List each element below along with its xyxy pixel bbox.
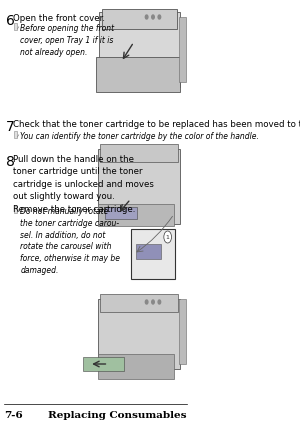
Bar xyxy=(105,207,137,219)
Bar xyxy=(179,18,185,83)
Circle shape xyxy=(152,16,154,20)
Text: You can identify the toner cartridge by the color of the handle.: You can identify the toner cartridge by … xyxy=(20,132,259,141)
Bar xyxy=(102,10,177,30)
Bar xyxy=(99,13,180,88)
Text: Do not manually rotate
the toner cartridge carou-
sel. In addition, do not
rotat: Do not manually rotate the toner cartrid… xyxy=(20,207,120,274)
Text: Check that the toner cartridge to be replaced has been moved to the front.: Check that the toner cartridge to be rep… xyxy=(13,120,300,129)
Bar xyxy=(98,150,180,225)
Bar xyxy=(14,132,17,138)
Circle shape xyxy=(158,16,161,20)
Text: 7: 7 xyxy=(6,120,14,134)
Bar xyxy=(100,145,178,163)
Text: Pull down the handle on the
toner cartridge until the toner
cartridge is unlocke: Pull down the handle on the toner cartri… xyxy=(13,155,154,213)
Bar xyxy=(96,58,180,93)
Circle shape xyxy=(145,300,148,304)
Circle shape xyxy=(145,16,148,20)
Bar xyxy=(179,299,185,364)
Bar xyxy=(100,294,178,312)
Text: 6: 6 xyxy=(6,14,15,28)
Bar xyxy=(98,204,174,227)
Bar xyxy=(83,357,124,371)
Circle shape xyxy=(158,300,161,304)
Text: 7-6: 7-6 xyxy=(4,411,23,420)
Bar xyxy=(14,207,17,213)
Bar xyxy=(131,230,175,279)
Circle shape xyxy=(152,300,154,304)
Bar xyxy=(98,354,174,379)
Text: 8: 8 xyxy=(6,155,15,169)
Text: Before opening the front
cover, open Tray 1 if it is
not already open.: Before opening the front cover, open Tra… xyxy=(20,24,115,57)
Circle shape xyxy=(164,231,172,243)
Text: 1: 1 xyxy=(166,235,170,240)
Bar xyxy=(98,299,180,369)
Bar xyxy=(14,24,17,31)
Text: Replacing Consumables: Replacing Consumables xyxy=(48,411,187,420)
Bar xyxy=(136,245,161,259)
Text: Open the front cover.: Open the front cover. xyxy=(13,14,105,23)
